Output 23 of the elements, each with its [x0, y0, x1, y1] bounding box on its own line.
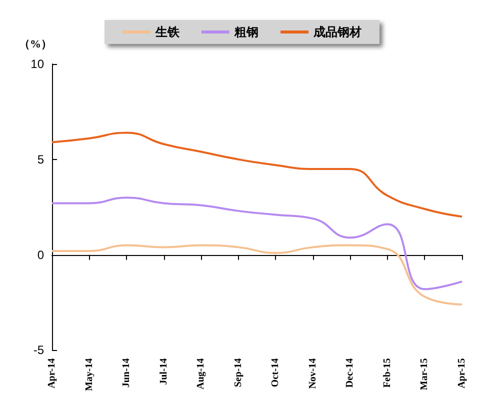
- x-tick-label: Jun-14: [121, 358, 132, 388]
- legend-label: 生铁: [154, 25, 180, 39]
- x-tick-label: Aug-14: [196, 358, 207, 390]
- x-tick-label: Dec-14: [344, 358, 356, 388]
- x-tick-label: May-14: [84, 358, 95, 392]
- y-tick-label: -5: [33, 343, 44, 358]
- y-tick-label: 10: [30, 57, 44, 71]
- line-series: [51, 196, 463, 290]
- y-axis-title: （%）: [19, 38, 52, 50]
- x-tick-label: Nov-14: [307, 358, 318, 389]
- line-series: [51, 132, 463, 218]
- legend-label: 粗钢: [234, 25, 258, 39]
- y-tick-label: 0: [37, 248, 44, 262]
- x-tick-label: Oct-14: [270, 358, 282, 388]
- x-tick-label: Sep-14: [232, 358, 244, 388]
- x-tick-label: Feb-15: [382, 358, 393, 388]
- x-tick-label: Apr-15: [456, 358, 468, 388]
- x-tick-label: Mar-15: [419, 358, 430, 390]
- x-tick-label: Jul-14: [158, 358, 170, 385]
- legend-label: 成品钢材: [312, 25, 362, 39]
- line-series: [51, 244, 463, 306]
- x-tick-label: Apr-14: [46, 358, 58, 388]
- y-tick-label: 5: [37, 152, 44, 166]
